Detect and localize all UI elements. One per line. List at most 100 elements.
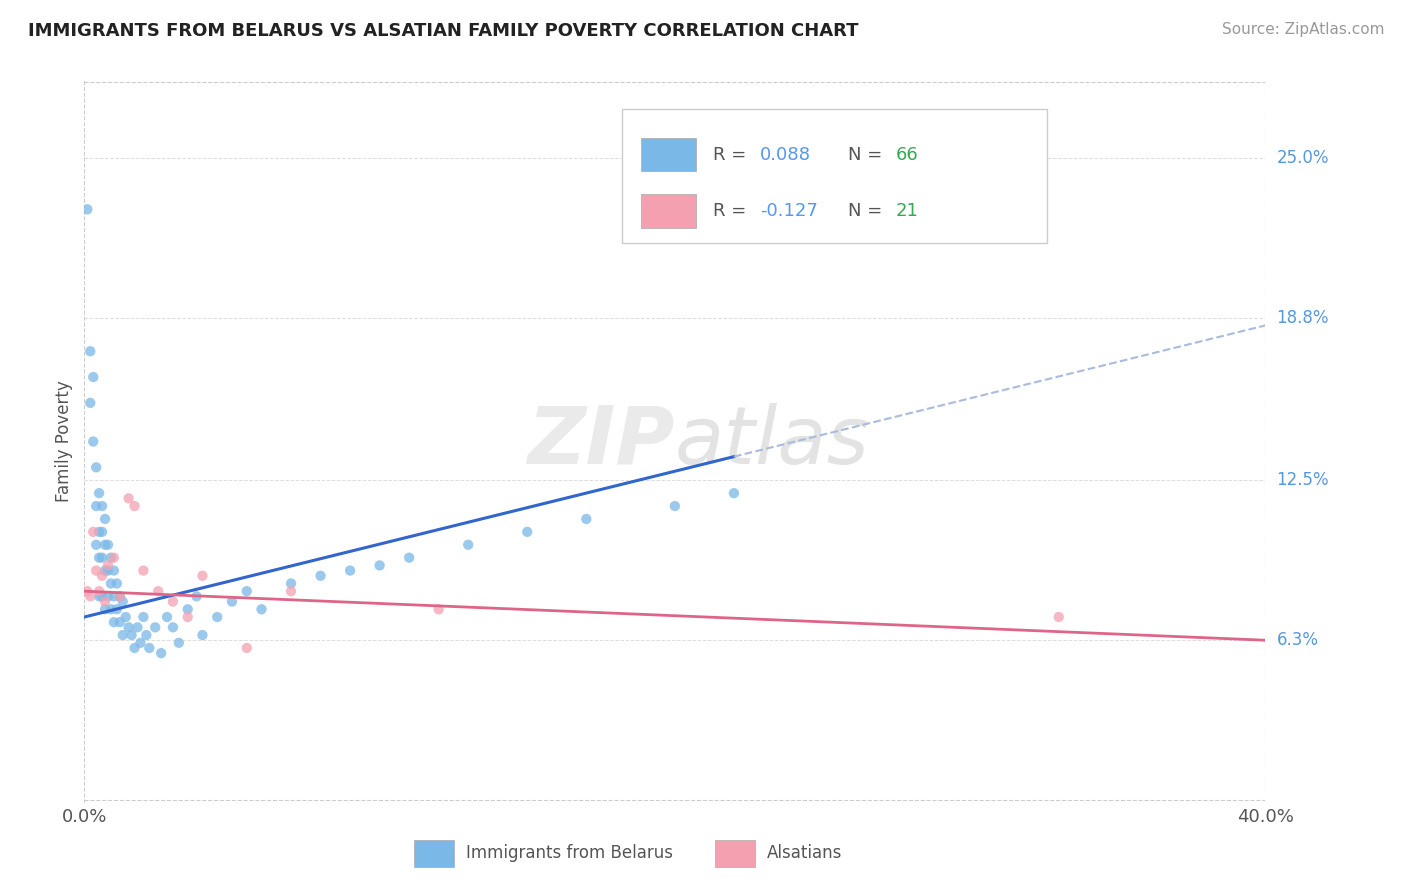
Point bbox=[76, 202, 98, 217]
Point bbox=[121, 628, 143, 642]
Point bbox=[87, 524, 111, 539]
Text: Alsatians: Alsatians bbox=[768, 845, 842, 863]
FancyBboxPatch shape bbox=[716, 840, 755, 867]
Point bbox=[103, 564, 125, 578]
Point bbox=[191, 628, 214, 642]
Point bbox=[84, 460, 107, 475]
Text: 25.0%: 25.0% bbox=[1277, 149, 1329, 167]
Point bbox=[79, 344, 101, 359]
Point bbox=[108, 590, 131, 604]
Text: 0.088: 0.088 bbox=[759, 145, 811, 163]
Point bbox=[76, 584, 98, 599]
Point bbox=[91, 524, 114, 539]
Text: atlas: atlas bbox=[675, 402, 870, 481]
Point bbox=[79, 590, 101, 604]
Point bbox=[103, 590, 125, 604]
Point bbox=[105, 576, 128, 591]
Point bbox=[97, 590, 120, 604]
Point bbox=[87, 550, 111, 565]
Point bbox=[135, 628, 157, 642]
Point bbox=[111, 594, 134, 608]
Point bbox=[309, 568, 332, 582]
Point bbox=[82, 524, 104, 539]
Text: R =: R = bbox=[713, 202, 752, 220]
Point bbox=[114, 610, 136, 624]
Point bbox=[575, 512, 598, 526]
Point bbox=[191, 568, 214, 582]
Point bbox=[457, 538, 479, 552]
Point bbox=[723, 486, 745, 500]
Point bbox=[427, 602, 450, 616]
Text: IMMIGRANTS FROM BELARUS VS ALSATIAN FAMILY POVERTY CORRELATION CHART: IMMIGRANTS FROM BELARUS VS ALSATIAN FAMI… bbox=[28, 22, 859, 40]
Point bbox=[79, 396, 101, 410]
Point bbox=[87, 584, 111, 599]
Y-axis label: Family Poverty: Family Poverty bbox=[55, 381, 73, 502]
Point bbox=[143, 620, 166, 634]
Point bbox=[100, 602, 122, 616]
Point bbox=[124, 499, 146, 513]
Text: -0.127: -0.127 bbox=[759, 202, 818, 220]
Text: Immigrants from Belarus: Immigrants from Belarus bbox=[465, 845, 673, 863]
Point bbox=[91, 590, 114, 604]
Point bbox=[94, 602, 117, 616]
Point bbox=[177, 610, 200, 624]
Point bbox=[186, 590, 208, 604]
Point bbox=[664, 499, 686, 513]
Point bbox=[132, 610, 155, 624]
Point bbox=[97, 564, 120, 578]
Point bbox=[177, 602, 200, 616]
Point bbox=[150, 646, 173, 660]
Text: N =: N = bbox=[848, 202, 889, 220]
Text: 6.3%: 6.3% bbox=[1277, 632, 1319, 649]
Point bbox=[108, 615, 131, 630]
Point bbox=[250, 602, 273, 616]
Point bbox=[1047, 610, 1070, 624]
Point bbox=[94, 594, 117, 608]
FancyBboxPatch shape bbox=[621, 109, 1047, 243]
Text: 66: 66 bbox=[896, 145, 918, 163]
Point bbox=[91, 568, 114, 582]
Point bbox=[368, 558, 391, 573]
Point bbox=[100, 550, 122, 565]
Point bbox=[87, 590, 111, 604]
Point bbox=[118, 620, 141, 634]
Point bbox=[162, 594, 184, 608]
Point bbox=[105, 602, 128, 616]
Point bbox=[91, 499, 114, 513]
Point bbox=[82, 434, 104, 449]
Point bbox=[138, 640, 160, 655]
Point bbox=[221, 594, 243, 608]
Point bbox=[103, 615, 125, 630]
Point bbox=[84, 538, 107, 552]
Point bbox=[148, 584, 170, 599]
Point bbox=[207, 610, 229, 624]
Point bbox=[132, 564, 155, 578]
Point bbox=[516, 524, 538, 539]
Point bbox=[339, 564, 361, 578]
Point bbox=[398, 550, 420, 565]
Text: 18.8%: 18.8% bbox=[1277, 309, 1329, 326]
Point bbox=[108, 590, 131, 604]
Point bbox=[103, 550, 125, 565]
Text: R =: R = bbox=[713, 145, 752, 163]
Point bbox=[87, 486, 111, 500]
Text: 21: 21 bbox=[896, 202, 918, 220]
FancyBboxPatch shape bbox=[641, 137, 696, 171]
Text: N =: N = bbox=[848, 145, 889, 163]
Point bbox=[127, 620, 149, 634]
Point bbox=[100, 576, 122, 591]
Point bbox=[84, 499, 107, 513]
Text: 12.5%: 12.5% bbox=[1277, 471, 1329, 489]
Text: Source: ZipAtlas.com: Source: ZipAtlas.com bbox=[1222, 22, 1385, 37]
Point bbox=[124, 640, 146, 655]
Point bbox=[97, 538, 120, 552]
Point bbox=[94, 512, 117, 526]
Point bbox=[94, 538, 117, 552]
Point bbox=[162, 620, 184, 634]
Point bbox=[91, 550, 114, 565]
Point bbox=[236, 640, 259, 655]
Point bbox=[97, 558, 120, 573]
Point bbox=[280, 576, 302, 591]
FancyBboxPatch shape bbox=[641, 194, 696, 228]
Point bbox=[167, 636, 190, 650]
